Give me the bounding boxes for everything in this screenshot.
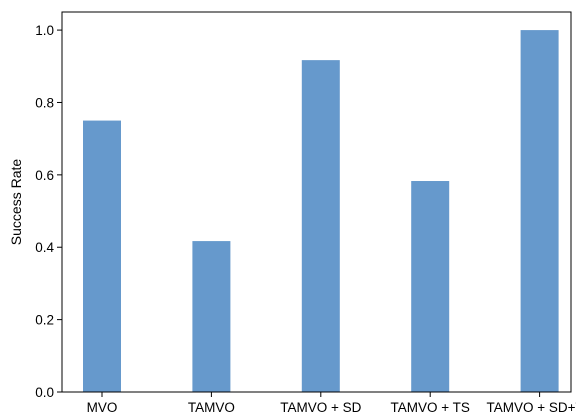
x-tick-label: MVO	[87, 400, 118, 414]
bar	[520, 30, 559, 392]
y-axis-label: Success Rate	[8, 159, 24, 246]
x-axis-ticks: MVO TAMVO TAMVO + SD TAMVO + TS TAMVO + SD+T…	[87, 392, 576, 414]
y-tick-label: 0.2	[35, 313, 54, 328]
y-tick-label: 0.8	[35, 95, 54, 110]
plot-frame	[61, 11, 572, 393]
bar	[83, 120, 121, 393]
y-tick-label: 0.4	[35, 240, 54, 255]
y-axis-ticks: 0.0 0.2 0.4 0.6 0.8 1.0	[35, 23, 62, 400]
bars-group	[83, 30, 559, 393]
x-tick-label: TAMVO + SD+TS	[486, 400, 576, 414]
y-tick-label: 0.6	[35, 168, 54, 183]
bar	[411, 181, 450, 392]
y-tick-label: 0.0	[35, 385, 54, 400]
bar	[192, 241, 231, 392]
x-tick-label: TAMVO + TS	[390, 400, 469, 414]
x-tick-label: TAMVO	[188, 400, 235, 414]
x-tick-label: TAMVO + SD	[280, 400, 361, 414]
y-tick-label: 1.0	[35, 23, 54, 38]
bar	[301, 60, 340, 393]
